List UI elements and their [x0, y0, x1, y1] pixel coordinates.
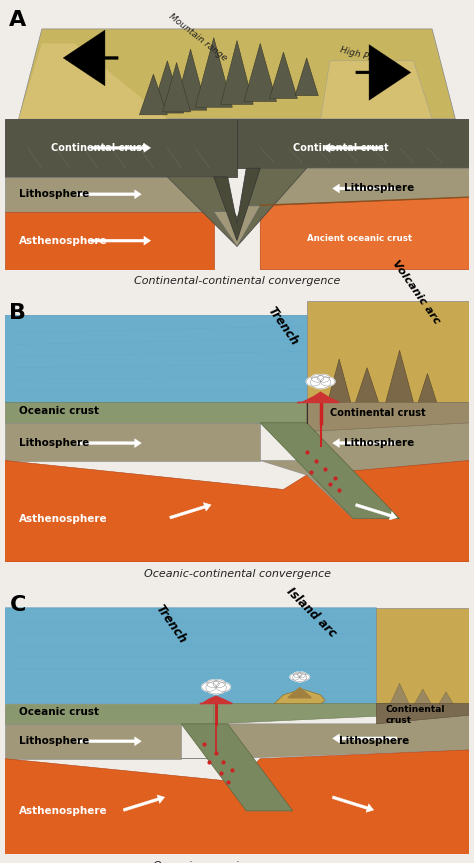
- Polygon shape: [307, 402, 469, 432]
- Text: Continental
crust: Continental crust: [386, 705, 445, 725]
- Circle shape: [300, 674, 310, 680]
- Polygon shape: [244, 43, 276, 102]
- Polygon shape: [307, 301, 469, 402]
- Text: Asthenosphere: Asthenosphere: [18, 513, 107, 524]
- Text: C: C: [9, 595, 26, 615]
- Polygon shape: [295, 58, 319, 96]
- Polygon shape: [356, 368, 379, 402]
- Polygon shape: [260, 423, 400, 519]
- Circle shape: [213, 680, 225, 688]
- Text: Island arc: Island arc: [283, 585, 338, 639]
- Polygon shape: [386, 350, 413, 402]
- Text: Lithosphere: Lithosphere: [344, 438, 414, 448]
- Polygon shape: [270, 52, 297, 98]
- Text: Lithosphere: Lithosphere: [18, 736, 89, 746]
- Polygon shape: [439, 692, 453, 703]
- Circle shape: [293, 673, 307, 682]
- Polygon shape: [151, 60, 183, 113]
- Polygon shape: [237, 119, 469, 168]
- Polygon shape: [139, 74, 167, 115]
- Polygon shape: [228, 715, 469, 759]
- Polygon shape: [260, 168, 469, 206]
- Text: Oceanic-continental convergence: Oceanic-continental convergence: [144, 569, 330, 578]
- Text: Continental crust: Continental crust: [330, 407, 426, 418]
- Polygon shape: [328, 359, 351, 402]
- Polygon shape: [320, 60, 432, 119]
- Polygon shape: [376, 703, 469, 724]
- Polygon shape: [415, 689, 431, 703]
- Text: Oceanic-oceanic convergence: Oceanic-oceanic convergence: [154, 861, 320, 863]
- Text: A: A: [9, 10, 27, 30]
- Polygon shape: [195, 38, 232, 107]
- Polygon shape: [5, 316, 330, 402]
- Text: Oceanic crust: Oceanic crust: [18, 708, 99, 717]
- Circle shape: [318, 375, 330, 382]
- Text: Ancient oceanic crust: Ancient oceanic crust: [307, 234, 412, 243]
- Text: Mountain range: Mountain range: [167, 12, 229, 63]
- Text: B: B: [9, 303, 27, 323]
- Polygon shape: [260, 461, 400, 519]
- Polygon shape: [214, 703, 400, 724]
- Circle shape: [207, 680, 219, 688]
- Polygon shape: [5, 461, 469, 562]
- Text: Lithosphere: Lithosphere: [344, 184, 414, 193]
- Polygon shape: [307, 423, 469, 475]
- Polygon shape: [5, 402, 307, 423]
- Polygon shape: [5, 177, 214, 211]
- Circle shape: [298, 672, 306, 677]
- Polygon shape: [418, 374, 437, 402]
- Circle shape: [311, 375, 324, 382]
- Text: Asthenosphere: Asthenosphere: [18, 236, 107, 246]
- Circle shape: [310, 375, 331, 388]
- Text: Lithosphere: Lithosphere: [18, 189, 89, 199]
- Polygon shape: [214, 206, 260, 247]
- Polygon shape: [260, 197, 469, 269]
- Text: Asthenosphere: Asthenosphere: [18, 806, 107, 816]
- Polygon shape: [5, 750, 469, 854]
- Polygon shape: [5, 724, 181, 759]
- Polygon shape: [181, 759, 293, 811]
- Polygon shape: [274, 689, 325, 703]
- Polygon shape: [5, 608, 400, 703]
- Polygon shape: [200, 696, 232, 703]
- Polygon shape: [181, 724, 293, 811]
- Polygon shape: [390, 683, 409, 703]
- Text: High Plateau: High Plateau: [339, 45, 397, 69]
- Polygon shape: [18, 29, 456, 119]
- Text: Trench: Trench: [265, 304, 301, 348]
- Polygon shape: [167, 168, 307, 247]
- Circle shape: [216, 683, 230, 691]
- Text: Volcanic arc: Volcanic arc: [390, 259, 442, 326]
- Polygon shape: [376, 608, 469, 703]
- Circle shape: [306, 377, 320, 386]
- Polygon shape: [297, 393, 339, 402]
- Polygon shape: [5, 119, 237, 177]
- Polygon shape: [163, 63, 191, 112]
- Polygon shape: [221, 41, 253, 104]
- Text: Lithosphere: Lithosphere: [18, 438, 89, 448]
- Text: Lithosphere: Lithosphere: [339, 736, 410, 746]
- Polygon shape: [288, 688, 311, 698]
- Text: Continental crust: Continental crust: [293, 143, 388, 153]
- Polygon shape: [5, 211, 214, 269]
- Circle shape: [206, 681, 226, 694]
- Polygon shape: [174, 49, 207, 110]
- Polygon shape: [5, 423, 260, 461]
- Polygon shape: [5, 703, 214, 724]
- Circle shape: [320, 377, 335, 386]
- Circle shape: [293, 672, 302, 677]
- Text: Trench: Trench: [154, 602, 190, 646]
- Circle shape: [202, 683, 216, 691]
- Text: Continental-continental convergence: Continental-continental convergence: [134, 276, 340, 287]
- Text: Oceanic crust: Oceanic crust: [18, 406, 99, 416]
- Polygon shape: [214, 168, 260, 241]
- Text: Continental crust: Continental crust: [51, 143, 147, 153]
- Circle shape: [290, 674, 300, 680]
- Polygon shape: [18, 43, 167, 119]
